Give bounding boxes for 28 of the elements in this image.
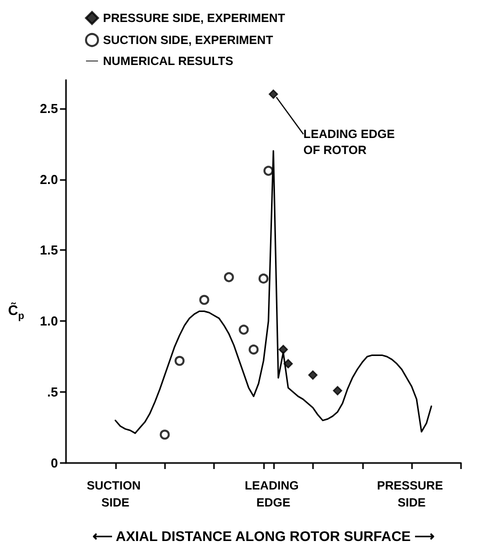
point [258, 274, 268, 284]
y-tick-label: 1.5 [40, 242, 58, 258]
point [238, 324, 249, 335]
y-tick-label: 2.5 [40, 100, 58, 116]
annotation: LEADING EDGE OF ROTOR [303, 127, 398, 158]
x-tick-label: PRESSURE SIDE [376, 478, 446, 510]
point [224, 272, 234, 282]
point [308, 370, 318, 380]
x-tick-label: SUCTION SIDE [86, 478, 144, 510]
point [278, 344, 288, 354]
x-tick-label: LEADING EDGE [244, 478, 302, 510]
y-tick-label: 2.0 [40, 172, 58, 187]
legend-label: SUCTION SIDE, EXPERIMENT [103, 33, 274, 47]
x-axis-title: ⟵ AXIAL DISTANCE ALONG ROTOR SURFACE ⟶ [92, 528, 435, 544]
y-axis-title: C̃$_{p}$ [8, 302, 24, 322]
y-tick-label: 0 [50, 456, 58, 470]
point [199, 294, 210, 305]
legend-label: NUMERICAL RESULTS [103, 54, 234, 68]
point [263, 166, 274, 176]
point [284, 359, 293, 368]
legend-label: PRESSURE SIDE, EXPERIMENT [103, 11, 286, 25]
point [174, 356, 185, 366]
y-tick-label: .5 [47, 384, 58, 400]
point [268, 90, 278, 99]
y-tick-label: 1.0 [40, 314, 58, 329]
point [160, 430, 170, 440]
point [248, 344, 259, 355]
point [332, 386, 342, 396]
